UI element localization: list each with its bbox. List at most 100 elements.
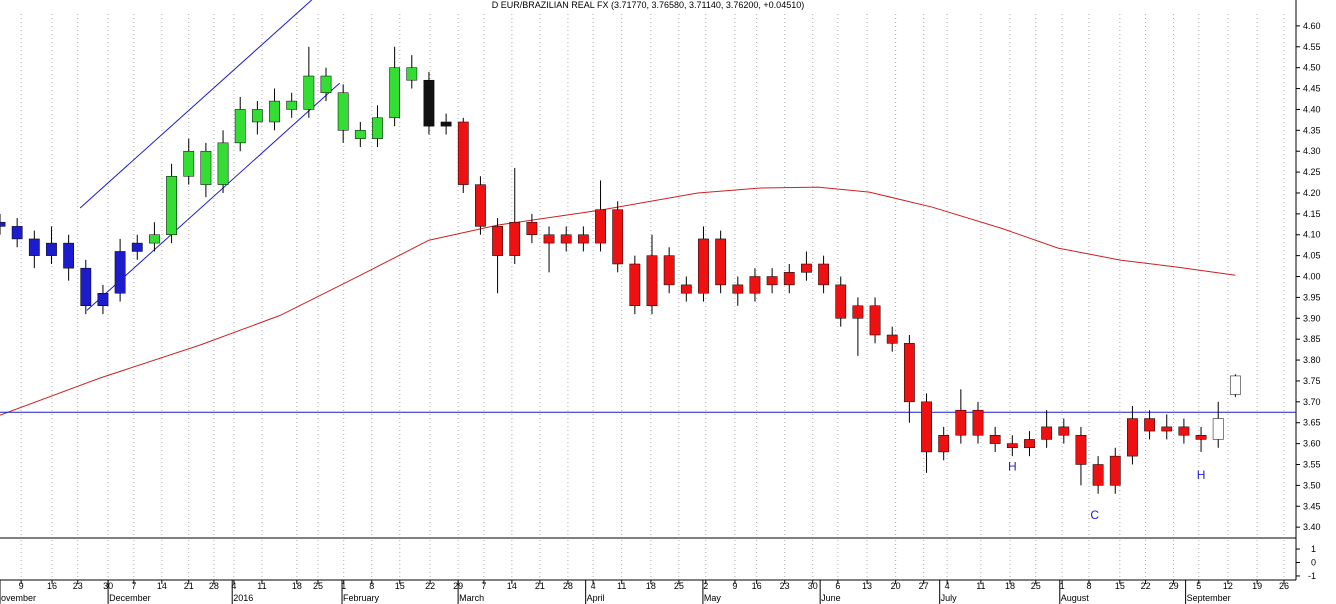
x-tick-label: 28 [209, 581, 219, 591]
y-tick-label: 4.10 [1303, 230, 1321, 240]
candle-body [629, 263, 641, 307]
candle-body [1058, 426, 1070, 436]
x-tick-label: 21 [184, 581, 194, 591]
x-tick-label: 6 [835, 581, 840, 591]
x-tick-label: 20 [891, 581, 901, 591]
x-tick-label: 4 [231, 581, 236, 591]
y-tick-label: 3.85 [1303, 334, 1321, 344]
y-tick-label: 4.60 [1303, 21, 1321, 31]
x-tick-label: 25 [313, 581, 323, 591]
y-tick-label: 4.30 [1303, 146, 1321, 156]
x-tick-label: 27 [919, 581, 929, 591]
candle-body [818, 263, 829, 286]
month-label: July [941, 593, 958, 603]
y-tick-label: 3.40 [1303, 522, 1321, 532]
candle-body [1144, 418, 1155, 432]
y-tick-label: 3.95 [1303, 292, 1321, 302]
x-tick-label: 4 [945, 581, 950, 591]
x-tick-label: 1 [341, 581, 346, 591]
x-tick-label: 4 [591, 581, 596, 591]
candle-body [28, 238, 40, 256]
x-tick-label: 13 [862, 581, 872, 591]
annotation: H [1008, 459, 1017, 473]
candle-body [1195, 434, 1207, 440]
candle-body [698, 238, 709, 294]
x-tick-label: 26 [1279, 581, 1289, 591]
month-label: ovember [1, 593, 36, 603]
candle-body [183, 150, 195, 177]
y-tick-label: 4.35 [1303, 125, 1321, 135]
candle-body [354, 130, 366, 139]
candle-body [251, 109, 263, 123]
x-tick-label: 14 [157, 581, 167, 591]
candle-body [749, 276, 761, 294]
candle-body [955, 409, 967, 436]
candle-body [869, 305, 881, 336]
x-tick-label: 7 [131, 581, 136, 591]
x-tick-label: 23 [780, 581, 790, 591]
x-tick-label: 9 [732, 581, 737, 591]
candle-body [97, 292, 109, 307]
y-tick-label: 1 [1311, 544, 1316, 554]
annotation: H [1197, 468, 1206, 482]
candle-body [475, 184, 486, 227]
candle-body [886, 334, 898, 344]
x-tick-label: 8 [1086, 581, 1091, 591]
x-tick-label: 15 [395, 581, 405, 591]
month-label: September [1187, 593, 1231, 603]
y-tick-label: 4.05 [1303, 251, 1321, 261]
candle-body [1024, 439, 1035, 449]
candle-body [131, 242, 143, 252]
x-tick-label: 22 [425, 581, 435, 591]
y-tick-label: 3.55 [1303, 459, 1321, 469]
candle-body [372, 117, 383, 139]
candle-body [560, 234, 572, 244]
month-label: March [459, 593, 484, 603]
x-tick-label: 30 [808, 581, 818, 591]
x-tick-label: 22 [1141, 581, 1151, 591]
candle-body [406, 67, 418, 81]
candle-body [423, 79, 435, 127]
y-tick-label: 4.50 [1303, 63, 1321, 73]
candle-body [783, 272, 795, 286]
x-tick-label: 18 [292, 581, 302, 591]
y-tick-label: 4.00 [1303, 272, 1321, 282]
x-tick-label: 7 [481, 581, 486, 591]
y-tick-label: 3.65 [1303, 418, 1321, 428]
month-label: August [1061, 593, 1090, 603]
line [0, 186, 1236, 416]
month-label: February [343, 593, 380, 603]
candle-body [63, 242, 75, 269]
y-tick-label: 4.40 [1303, 104, 1321, 114]
x-tick-label: 16 [752, 581, 762, 591]
candle-body [166, 176, 177, 235]
x-tick-label: 16 [47, 581, 57, 591]
x-tick-label: 11 [257, 581, 266, 591]
candle-body [766, 276, 778, 286]
x-tick-label: 11 [976, 581, 985, 591]
x-tick-label: 18 [1005, 581, 1015, 591]
candle-body [1075, 434, 1087, 465]
candle-body [217, 142, 229, 185]
candle-body [0, 221, 6, 227]
candle-body [389, 67, 401, 119]
candle-body [286, 100, 298, 110]
candle-body [11, 226, 23, 240]
y-tick-label: 4.45 [1303, 84, 1321, 94]
y-tick-label: 3.75 [1303, 376, 1321, 386]
candle-body [1229, 375, 1241, 395]
candle-body [80, 267, 92, 307]
candle-body [972, 409, 984, 436]
y-tick-label: 3.60 [1303, 439, 1321, 449]
candle-body [114, 251, 126, 294]
x-tick-label: 25 [1031, 581, 1041, 591]
candle-body [46, 242, 57, 256]
candle-body [646, 255, 658, 307]
candle-body [543, 234, 555, 244]
y-tick-label: 4.20 [1303, 188, 1321, 198]
month-label: 2016 [233, 593, 253, 603]
x-tick-label: 29 [1169, 581, 1179, 591]
candle-body [509, 221, 521, 256]
y-tick-label: -1 [1308, 571, 1316, 581]
candle-body [1127, 418, 1138, 457]
